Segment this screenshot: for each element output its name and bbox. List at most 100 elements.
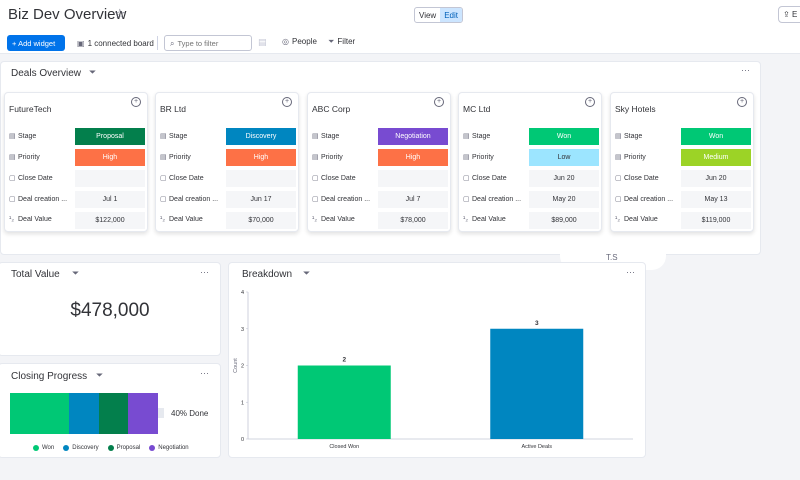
deal-name[interactable]: MC Ltd	[463, 104, 491, 114]
deal-field-row: ▢ Deal creation ... May 20	[463, 191, 601, 208]
column-type-icon: ▤	[160, 154, 167, 161]
funnel-icon[interactable]: ⏷	[89, 67, 97, 77]
created-value[interactable]: Jul 7	[378, 191, 448, 208]
total-value-title: Total Value	[11, 269, 60, 280]
legend-item: Negotiation	[149, 445, 189, 451]
add-update-icon[interactable]: +	[282, 97, 292, 107]
value-value[interactable]: $119,000	[681, 212, 751, 229]
deal-name[interactable]: BR Ltd	[160, 104, 186, 114]
column-type-icon: ▢	[9, 175, 16, 182]
deal-card[interactable]: Sky Hotels + ▤ Stage Won ▤ Priority Medium ▢ Clos…	[610, 92, 754, 232]
deal-name[interactable]: FutureTech	[9, 104, 52, 114]
created-value[interactable]: May 20	[529, 191, 599, 208]
value-value[interactable]: $78,000	[378, 212, 448, 229]
add-update-icon[interactable]: +	[131, 97, 141, 107]
field-label: ▢ Deal creation ...	[463, 195, 527, 203]
add-update-icon[interactable]: +	[585, 97, 595, 107]
stage-value[interactable]: Negotiation	[378, 128, 448, 145]
value-value[interactable]: $89,000	[529, 212, 599, 229]
value-value[interactable]: $122,000	[75, 212, 145, 229]
dashboard-toolbar: + Add widget ▣1 connected board ⌕ ▤ ◎Peo…	[0, 32, 800, 54]
field-label-text: Stage	[18, 133, 37, 140]
deal-name[interactable]: Sky Hotels	[615, 104, 656, 114]
stage-value[interactable]: Won	[681, 128, 751, 145]
value-value[interactable]: $70,000	[226, 212, 296, 229]
add-update-icon[interactable]: +	[434, 97, 444, 107]
more-options-icon[interactable]: ···	[626, 267, 635, 277]
field-label-text: Close Date	[169, 175, 204, 182]
field-label-text: Priority	[321, 154, 343, 161]
export-button[interactable]: ⇪ E	[778, 6, 800, 23]
connected-boards-button[interactable]: ▣ 1 connected board	[72, 35, 159, 51]
funnel-icon[interactable]: ⏷	[303, 268, 311, 278]
column-type-icon: ▢	[463, 175, 470, 182]
progress-legend: Won Discovery Proposal Negotiation	[33, 445, 198, 451]
export-icon: ⇪	[783, 10, 790, 19]
field-label-text: Close Date	[321, 175, 356, 182]
stage-value[interactable]: Discovery	[226, 128, 296, 145]
deal-card[interactable]: ABC Corp + ▤ Stage Negotiation ▤ Priority High ▢…	[307, 92, 451, 232]
board-title[interactable]: Biz Dev Overview	[8, 6, 127, 23]
deal-field-row: ▢ Close Date	[312, 170, 450, 187]
field-label-text: Deal Value	[18, 216, 52, 223]
person-icon: ◎	[282, 37, 289, 46]
progress-segment[interactable]	[69, 393, 99, 434]
close-date-value[interactable]	[75, 170, 145, 187]
field-label: ¹₂ Deal Value	[160, 216, 224, 223]
total-value-number: $478,000	[70, 300, 150, 321]
field-label-text: Priority	[624, 154, 646, 161]
progress-segment[interactable]	[128, 393, 158, 434]
close-date-value[interactable]: Jun 20	[529, 170, 599, 187]
people-filter-button[interactable]: ◎ People	[282, 37, 317, 46]
save-view-icon[interactable]: ▤	[258, 37, 267, 47]
stage-value[interactable]: Proposal	[75, 128, 145, 145]
progress-remainder	[158, 408, 164, 418]
more-options-icon[interactable]: ···	[200, 267, 209, 277]
deal-card[interactable]: BR Ltd + ▤ Stage Discovery ▤ Priority High ▢ Clos…	[155, 92, 299, 232]
more-options-icon[interactable]: ···	[741, 65, 750, 75]
close-date-value[interactable]	[378, 170, 448, 187]
bar-data-label: 3	[535, 320, 539, 327]
add-update-icon[interactable]: +	[737, 97, 747, 107]
more-options-icon[interactable]: ···	[200, 368, 209, 378]
filter-search-box[interactable]: ⌕	[164, 35, 252, 51]
funnel-icon[interactable]: ⏷	[96, 370, 104, 380]
field-label: ▢ Close Date	[160, 174, 224, 182]
created-value[interactable]: May 13	[681, 191, 751, 208]
deal-name[interactable]: ABC Corp	[312, 104, 351, 114]
created-value[interactable]: Jun 17	[226, 191, 296, 208]
y-axis-title: Count	[233, 358, 239, 373]
progress-segment[interactable]	[10, 393, 70, 434]
bar[interactable]	[297, 365, 391, 440]
deal-card[interactable]: MC Ltd + ▤ Stage Won ▤ Priority Low ▢ Close Date J…	[458, 92, 602, 232]
column-type-icon: ¹₂	[160, 216, 166, 223]
filter-button[interactable]: ⏷ Filter	[328, 37, 355, 47]
close-date-value[interactable]	[226, 170, 296, 187]
close-date-value[interactable]: Jun 20	[681, 170, 751, 187]
priority-value[interactable]: Medium	[681, 149, 751, 166]
column-type-icon: ▤	[615, 154, 622, 161]
funnel-icon[interactable]: ⏷	[72, 268, 80, 278]
y-tick-label: 2	[241, 364, 244, 370]
view-mode-button[interactable]: View	[419, 11, 437, 20]
star-icon[interactable]: ☆	[114, 6, 126, 21]
priority-value[interactable]: High	[226, 149, 296, 166]
deal-field-row: ¹₂ Deal Value $122,000	[9, 212, 147, 229]
deal-field-row: ▤ Stage Discovery	[160, 128, 298, 145]
add-widget-button[interactable]: + Add widget	[7, 35, 65, 51]
priority-value[interactable]: Low	[529, 149, 599, 166]
board-header: Biz Dev Overview ☆ View Edit ⇪ E	[0, 0, 800, 32]
deal-field-row: ¹₂ Deal Value $89,000	[463, 212, 601, 229]
deal-field-row: ▤ Stage Won	[463, 128, 601, 145]
bar[interactable]	[490, 328, 584, 439]
stage-value[interactable]: Won	[529, 128, 599, 145]
search-input[interactable]	[177, 39, 238, 48]
progress-segment[interactable]	[98, 393, 129, 434]
priority-value[interactable]: High	[378, 149, 448, 166]
deal-card[interactable]: FutureTech + ▤ Stage Proposal ▤ Priority High ▢ C…	[4, 92, 148, 232]
created-value[interactable]: Jul 1	[75, 191, 145, 208]
deal-field-row: ¹₂ Deal Value $78,000	[312, 212, 450, 229]
priority-value[interactable]: High	[75, 149, 145, 166]
view-edit-toggle[interactable]: View Edit	[414, 7, 463, 23]
edit-mode-button[interactable]: Edit	[440, 8, 462, 22]
